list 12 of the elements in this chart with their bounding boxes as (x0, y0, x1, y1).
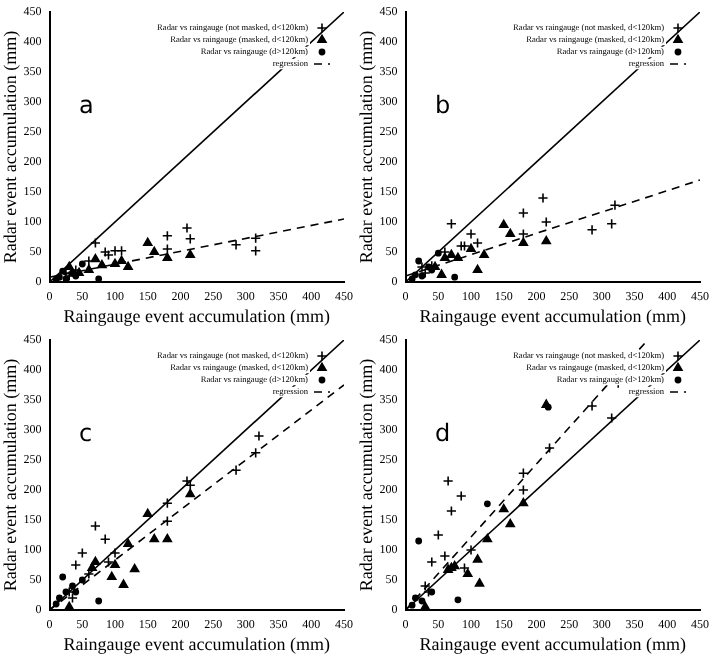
x-axis-title: Raingauge event accumulation (mm) (63, 305, 331, 326)
y-axis-title: Radar event accumulation (mm) (355, 358, 376, 592)
x-axis-title: Raingauge event accumulation (mm) (419, 305, 687, 326)
annotation: c (79, 418, 93, 447)
y-axis-title: Radar event accumulation (mm) (0, 358, 20, 592)
x-axis-title: Raingauge event accumulation (mm) (63, 633, 331, 654)
x-axis-title: Raingauge event accumulation (mm) (419, 633, 687, 654)
y-axis-title: Radar event accumulation (mm) (0, 30, 20, 264)
annotation: a (79, 90, 94, 119)
annotation: d (435, 418, 451, 447)
y-axis-title: Radar event accumulation (mm) (355, 30, 376, 264)
annotation: b (435, 90, 451, 119)
